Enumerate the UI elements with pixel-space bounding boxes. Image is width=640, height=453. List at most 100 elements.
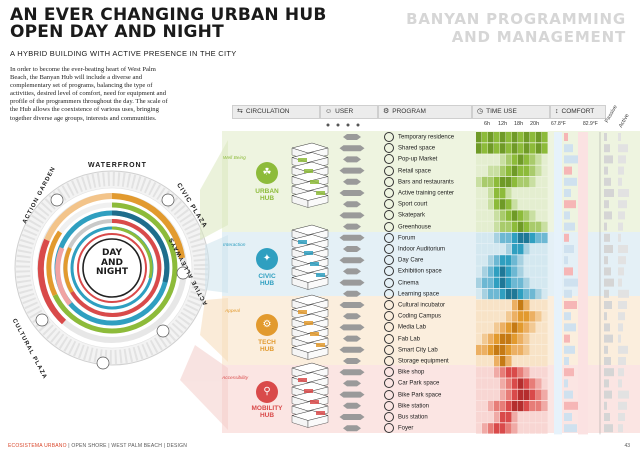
program-item-icon: [384, 132, 394, 142]
time-use-cell: [476, 356, 482, 367]
title-line-2: OPEN DAY AND NIGHT: [10, 22, 224, 42]
program-item-label: Shared space: [398, 145, 436, 152]
passive-bar: [604, 144, 610, 153]
passive-bar: [604, 233, 610, 242]
time-use-cell: [500, 344, 506, 356]
center-line-2: AND: [101, 257, 123, 268]
time-use-cell: [482, 244, 488, 255]
circulation-label: CIRCULATION: [245, 108, 290, 115]
passive-bar: [604, 289, 609, 298]
user-glyph: [346, 123, 350, 127]
circulation-arrow: [343, 134, 361, 140]
passive-bar: [604, 189, 614, 197]
program-item-label: Pop-up Market: [398, 156, 438, 163]
building-program-block: [304, 169, 313, 173]
building-program-block: [304, 321, 313, 325]
comfort-bar: [564, 368, 574, 377]
program-item: Fab Lab: [384, 333, 470, 344]
time-use-cell: [494, 300, 500, 311]
time-use-cell: [542, 288, 548, 300]
time-use-cell: [476, 389, 482, 400]
active-bar: [618, 312, 625, 321]
program-item: Cinema: [384, 277, 470, 288]
building-program-block: [310, 262, 319, 266]
time-use-cell: [488, 300, 494, 311]
time-use-cell: [518, 423, 524, 434]
time-use-cell: [506, 356, 512, 367]
program-item-label: Bars and restaurants: [398, 179, 454, 186]
time-use-cell: [530, 176, 536, 188]
time-use-cell: [488, 389, 494, 400]
time-use-cell: [500, 277, 506, 288]
time-use-cell: [494, 232, 500, 244]
circulation-icon: ⇆: [237, 108, 243, 115]
time-use-cell: [500, 188, 506, 199]
time-use-cell: [530, 423, 536, 434]
time-use-cell: [512, 389, 518, 400]
passive-bar: [604, 133, 607, 141]
header-user: ☺ USER: [320, 105, 378, 119]
time-use-cell: [488, 255, 494, 266]
time-use-cell: [482, 165, 488, 176]
time-use-cell: [542, 300, 548, 311]
time-use-cell: [488, 322, 494, 333]
time-use-cell: [524, 176, 530, 188]
time-use-cell: [500, 176, 506, 188]
passive-bar: [604, 379, 609, 388]
comfort-bar: [564, 211, 570, 220]
circulation-arrow: [343, 223, 361, 230]
time-use-cell: [494, 400, 500, 412]
time-use-cell: [512, 300, 518, 311]
circulation-arrow: [339, 346, 365, 353]
program-item: Bars and restaurants: [384, 176, 470, 187]
time-use-cell: [518, 176, 524, 188]
passive-bar: [604, 390, 612, 399]
program-item: Shared space: [384, 143, 470, 154]
circulation-arrow: [343, 246, 361, 252]
tick-18h: 18h: [514, 121, 524, 127]
title-line-1: AN EVER CHANGING URBAN HUB: [10, 5, 327, 25]
time-use-cell: [494, 143, 500, 154]
time-use-cell: [530, 232, 536, 244]
time-use-cell: [518, 132, 524, 143]
time-use-cell: [542, 210, 548, 221]
time-use-cell: [494, 333, 500, 344]
time-use-cell: [524, 244, 530, 255]
thermometer-icon: ↕: [555, 108, 559, 115]
time-use-cell: [488, 288, 494, 300]
time-use-cell: [488, 199, 494, 210]
comfort-bar: [564, 278, 578, 287]
time-use-cell: [482, 423, 488, 434]
time-use-cell: [518, 400, 524, 412]
time-use-cell: [524, 333, 530, 344]
tick-20h: 20h: [530, 121, 540, 127]
hub-tag-mobility: Accessibility: [222, 376, 249, 381]
time-use-cell: [506, 400, 512, 412]
time-use-cell: [482, 143, 488, 154]
time-use-cell: [482, 344, 488, 356]
time-use-cell: [536, 367, 542, 378]
time-use-cell: [530, 412, 536, 423]
passive-bar: [604, 323, 610, 332]
comfort-bar: [564, 155, 578, 164]
time-use-cell: [512, 176, 518, 188]
comfort-bar: [564, 401, 578, 410]
time-use-cell: [524, 389, 530, 400]
comfort-bar: [564, 177, 577, 186]
comfort-column: [554, 132, 629, 435]
time-use-cell: [512, 210, 518, 221]
circulation-arrow: [339, 145, 365, 152]
user-glyph: [356, 123, 360, 127]
program-item-label: Storage equipment: [398, 358, 449, 365]
time-use-cell: [476, 423, 482, 434]
time-use-cell: [488, 188, 494, 199]
time-use-cell: [524, 255, 530, 266]
user-glyph: [326, 123, 330, 127]
comfort-bar: [564, 345, 575, 354]
time-use-cell: [524, 356, 530, 367]
time-use-cell: [536, 165, 542, 176]
time-use-cell: [500, 132, 506, 143]
time-use-cell: [542, 412, 548, 423]
time-use-cell: [518, 232, 524, 244]
time-use-cell: [494, 154, 500, 165]
